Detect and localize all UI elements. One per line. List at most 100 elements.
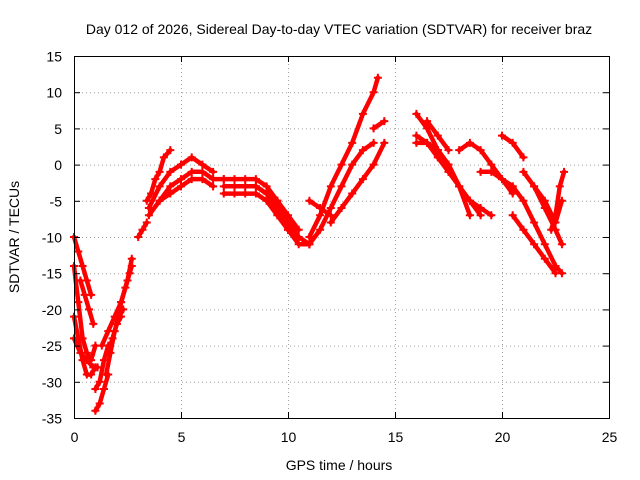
data-point [530, 240, 539, 249]
grid [74, 56, 609, 418]
data-point [251, 189, 260, 198]
data-point [498, 131, 506, 140]
series-track-p [155, 175, 218, 205]
data-point [326, 204, 335, 213]
series-line [93, 372, 111, 414]
y-tick-label: 5 [54, 121, 62, 137]
data-point [117, 298, 126, 307]
data-point [198, 167, 207, 176]
data-point [127, 254, 136, 263]
series-line [371, 118, 387, 131]
data-point [337, 204, 346, 213]
series-track-s [219, 189, 292, 234]
data-point [444, 146, 453, 155]
data-point [121, 283, 130, 292]
x-tick-label: 25 [602, 429, 618, 445]
x-tick-label: 15 [388, 429, 404, 445]
series-track-w [326, 138, 389, 227]
y-tick-label: -15 [42, 266, 62, 282]
data-point [251, 175, 260, 184]
data-point [498, 175, 506, 184]
data-point [177, 160, 185, 169]
data-point [87, 370, 96, 379]
y-tick-label: -5 [50, 193, 63, 209]
data-point [166, 146, 175, 155]
series-line [456, 140, 515, 196]
data-point [530, 218, 539, 227]
y-tick-label: 0 [54, 157, 62, 173]
data-point [138, 225, 147, 234]
data-point [134, 233, 143, 241]
data-point [177, 175, 185, 184]
data-point [166, 182, 175, 191]
series-track-y [369, 117, 389, 133]
data-point [316, 225, 325, 234]
data-point [97, 341, 106, 350]
data-point [519, 167, 528, 176]
data-point [155, 167, 164, 176]
data-point [262, 196, 271, 205]
data-point [95, 399, 104, 408]
series-track-ak [547, 167, 569, 234]
data-point [373, 73, 382, 82]
data-point [209, 175, 218, 184]
data-point [519, 196, 528, 205]
y-tick-label: -35 [42, 411, 62, 427]
data-point [358, 175, 367, 184]
data-point [209, 167, 218, 176]
data-point [219, 182, 228, 191]
data-point [273, 211, 282, 220]
data-point [557, 240, 566, 249]
data-point [508, 211, 517, 220]
data-point [78, 261, 87, 270]
y-tick-label: -10 [42, 230, 62, 246]
data-point [91, 385, 100, 394]
data-point [187, 175, 196, 184]
data-point [187, 153, 196, 162]
data-point [151, 175, 160, 184]
data-point [519, 225, 528, 234]
data-point [369, 160, 378, 169]
data-point [76, 276, 85, 285]
data-point [412, 138, 421, 147]
data-point [337, 160, 346, 169]
data-point [166, 189, 175, 198]
data-point [155, 182, 164, 191]
data-point [166, 167, 175, 176]
data-point [104, 348, 113, 357]
series-group [70, 73, 569, 415]
y-tick-label: 15 [46, 49, 62, 65]
data-point [112, 319, 121, 328]
data-point [348, 138, 357, 147]
data-point [273, 196, 282, 205]
data-point [305, 240, 314, 249]
series-line [478, 169, 515, 189]
series-track-x [305, 196, 335, 220]
axis-ticks [74, 56, 610, 419]
data-point [219, 175, 228, 184]
series-line [157, 176, 216, 204]
data-point [209, 182, 218, 191]
data-point [294, 225, 303, 234]
data-point [89, 319, 98, 328]
data-point [93, 363, 102, 372]
data-point [230, 175, 239, 184]
series-track-af [498, 131, 528, 162]
x-tick-label: 5 [178, 429, 186, 445]
y-tick-label: -30 [42, 374, 62, 390]
x-tick-label: 10 [281, 429, 297, 445]
data-point [348, 160, 357, 169]
data-point [476, 146, 485, 155]
data-point [508, 182, 517, 191]
data-point [337, 182, 346, 191]
data-point [380, 117, 389, 126]
data-point [108, 334, 117, 343]
data-point [99, 356, 108, 365]
data-point [74, 247, 83, 256]
data-point [198, 160, 207, 169]
data-point [198, 175, 207, 184]
series-line [548, 169, 567, 233]
data-point [412, 109, 421, 118]
series-track-e [76, 276, 98, 328]
data-point [519, 153, 528, 162]
